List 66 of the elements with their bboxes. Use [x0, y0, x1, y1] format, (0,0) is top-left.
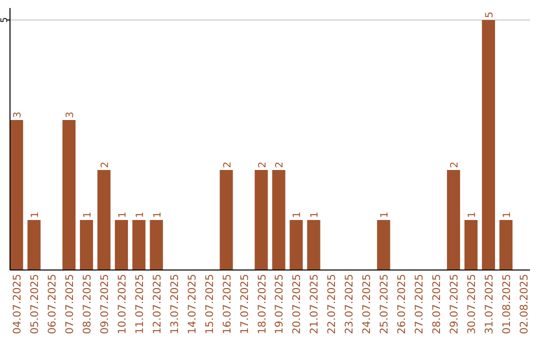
x-tick-label: 06.07.2025	[46, 274, 59, 334]
data-label: 5	[484, 12, 496, 18]
data-label: 1	[502, 212, 513, 218]
x-tick-label: 11.07.2025	[134, 274, 146, 334]
data-label: 1	[30, 212, 42, 218]
bar	[97, 170, 111, 270]
bar	[482, 20, 496, 270]
x-tick-label: 01.08.2025	[500, 274, 513, 334]
x-tick-label: 28.07.2025	[431, 274, 444, 334]
bar	[27, 220, 41, 270]
data-label: 1	[380, 212, 391, 218]
x-tick-label: 24.07.2025	[361, 274, 374, 334]
x-tick-label: 04.07.2025	[12, 274, 24, 334]
x-tick-label: 22.07.2025	[326, 274, 338, 334]
bar	[62, 120, 76, 270]
x-tick-label: 05.07.2025	[29, 274, 42, 334]
data-label: 1	[134, 212, 146, 218]
data-label: 1	[467, 212, 478, 218]
x-tick-label: 17.07.2025	[238, 274, 251, 334]
x-tick-label: 19.07.2025	[274, 274, 286, 334]
x-tick-label: 26.07.2025	[396, 274, 408, 334]
data-label: 3	[12, 112, 24, 118]
x-tick-label: 21.07.2025	[308, 274, 321, 334]
bar	[464, 220, 478, 270]
bar	[290, 220, 303, 270]
data-label: 1	[292, 212, 304, 218]
x-tick-label: 15.07.2025	[204, 274, 216, 334]
x-tick-label: 16.07.2025	[221, 274, 234, 334]
bar	[499, 220, 513, 270]
bar	[307, 220, 320, 270]
x-tick-label: 10.07.2025	[116, 274, 128, 334]
data-label: 2	[257, 162, 268, 168]
x-tick-label: 18.07.2025	[256, 274, 268, 334]
x-tick-label: 12.07.2025	[151, 274, 164, 334]
x-tick-label: 29.07.2025	[448, 274, 461, 334]
data-label: 1	[117, 212, 128, 218]
bar	[377, 220, 390, 270]
x-tick-label: 27.07.2025	[414, 274, 426, 334]
x-tick-label: 09.07.2025	[98, 274, 111, 334]
data-label: 1	[82, 212, 94, 218]
bar	[272, 170, 286, 270]
data-label: 2	[100, 162, 111, 168]
data-label: 1	[310, 212, 321, 218]
data-label: 2	[450, 162, 461, 168]
x-tick-label: 23.07.2025	[344, 274, 356, 334]
data-label: 3	[64, 112, 76, 118]
x-tick-label: 08.07.2025	[81, 274, 94, 334]
data-label: 2	[274, 162, 286, 168]
bar	[132, 220, 146, 270]
bar	[10, 120, 24, 270]
data-label: 1	[152, 212, 164, 218]
data-label: 2	[222, 162, 234, 168]
bar	[446, 170, 460, 270]
x-tick-label: 30.07.2025	[466, 274, 478, 334]
x-tick-label: 13.07.2025	[168, 274, 181, 334]
bar	[254, 170, 268, 270]
x-tick-label: 25.07.2025	[378, 274, 391, 334]
bar	[220, 170, 233, 270]
bar	[150, 220, 163, 270]
x-tick-label: 02.08.2025	[518, 274, 530, 334]
x-tick-label: 14.07.2025	[186, 274, 198, 334]
x-tick-label: 20.07.2025	[291, 274, 304, 334]
bar	[114, 220, 128, 270]
bar	[80, 220, 94, 270]
x-tick-label: 31.07.2025	[483, 274, 496, 334]
x-tick-label: 07.07.2025	[64, 274, 76, 334]
